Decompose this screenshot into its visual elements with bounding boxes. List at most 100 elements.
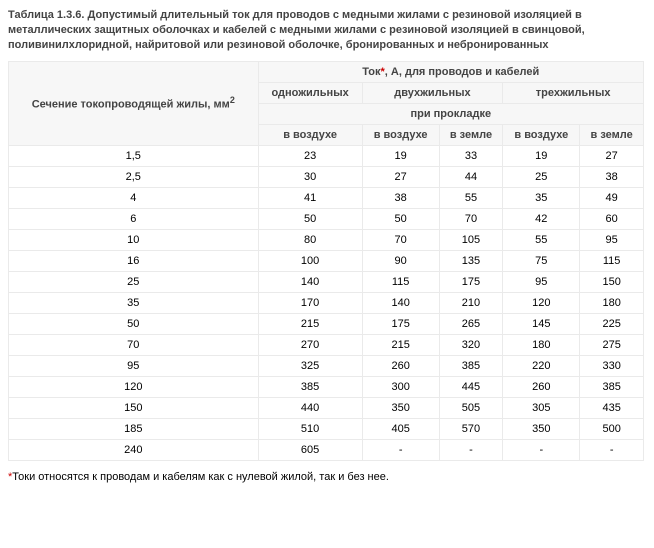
value-cell: 300 bbox=[363, 377, 439, 397]
col-header-d: в воздухе bbox=[503, 125, 579, 145]
col-header-c: в земле bbox=[440, 125, 503, 145]
value-cell: 260 bbox=[363, 356, 439, 376]
value-cell: 38 bbox=[363, 188, 439, 208]
value-cell: 19 bbox=[503, 146, 579, 166]
table-row: 1,52319331927 bbox=[9, 146, 643, 166]
table-row: 50215175265145225 bbox=[9, 314, 643, 334]
value-cell: 215 bbox=[363, 335, 439, 355]
value-cell: - bbox=[580, 440, 643, 460]
footnote: *Токи относятся к проводам и кабелям как… bbox=[8, 471, 646, 483]
cross-section-cell: 10 bbox=[9, 230, 258, 250]
value-cell: 510 bbox=[259, 419, 362, 439]
value-cell: 570 bbox=[440, 419, 503, 439]
value-cell: 305 bbox=[503, 398, 579, 418]
value-cell: 505 bbox=[440, 398, 503, 418]
value-cell: 445 bbox=[440, 377, 503, 397]
value-cell: 50 bbox=[259, 209, 362, 229]
value-cell: 405 bbox=[363, 419, 439, 439]
cross-section-cell: 95 bbox=[9, 356, 258, 376]
value-cell: 75 bbox=[503, 251, 579, 271]
value-cell: 275 bbox=[580, 335, 643, 355]
value-cell: 70 bbox=[440, 209, 503, 229]
value-cell: 385 bbox=[259, 377, 362, 397]
value-cell: 100 bbox=[259, 251, 362, 271]
table-row: 2514011517595150 bbox=[9, 272, 643, 292]
value-cell: - bbox=[363, 440, 439, 460]
value-cell: 105 bbox=[440, 230, 503, 250]
value-cell: 270 bbox=[259, 335, 362, 355]
value-cell: 115 bbox=[580, 251, 643, 271]
value-cell: 115 bbox=[363, 272, 439, 292]
value-cell: 135 bbox=[440, 251, 503, 271]
value-cell: 500 bbox=[580, 419, 643, 439]
title-prefix: Таблица 1.3.6. bbox=[8, 9, 87, 21]
value-cell: 19 bbox=[363, 146, 439, 166]
value-cell: - bbox=[440, 440, 503, 460]
value-cell: 320 bbox=[440, 335, 503, 355]
value-cell: 350 bbox=[503, 419, 579, 439]
table-row: 1080701055595 bbox=[9, 230, 643, 250]
footnote-text: Токи относятся к проводам и кабелям как … bbox=[12, 471, 389, 483]
value-cell: 38 bbox=[580, 167, 643, 187]
value-cell: 145 bbox=[503, 314, 579, 334]
cross-section-cell: 25 bbox=[9, 272, 258, 292]
cross-section-cell: 2,5 bbox=[9, 167, 258, 187]
table-row: 120385300445260385 bbox=[9, 377, 643, 397]
value-cell: 55 bbox=[440, 188, 503, 208]
value-cell: - bbox=[503, 440, 579, 460]
value-cell: 50 bbox=[363, 209, 439, 229]
value-cell: 35 bbox=[503, 188, 579, 208]
top-header-prefix: Ток bbox=[362, 66, 380, 78]
table-title: Таблица 1.3.6. Допустимый длительный ток… bbox=[8, 8, 646, 53]
value-cell: 385 bbox=[440, 356, 503, 376]
table-row: 95325260385220330 bbox=[9, 356, 643, 376]
value-cell: 440 bbox=[259, 398, 362, 418]
value-cell: 95 bbox=[580, 230, 643, 250]
value-cell: 25 bbox=[503, 167, 579, 187]
value-cell: 80 bbox=[259, 230, 362, 250]
table-row: 65050704260 bbox=[9, 209, 643, 229]
table-body: 1,523193319272,5302744253844138553549650… bbox=[9, 146, 643, 460]
value-cell: 120 bbox=[503, 293, 579, 313]
value-cell: 140 bbox=[259, 272, 362, 292]
value-cell: 225 bbox=[580, 314, 643, 334]
table-row: 2,53027442538 bbox=[9, 167, 643, 187]
value-cell: 150 bbox=[580, 272, 643, 292]
cross-section-cell: 185 bbox=[9, 419, 258, 439]
cross-section-cell: 120 bbox=[9, 377, 258, 397]
group-header-2: двухжильных bbox=[363, 83, 503, 103]
value-cell: 140 bbox=[363, 293, 439, 313]
data-table: Сечение токопроводящей жилы, мм2 Ток*, А… bbox=[8, 61, 644, 461]
value-cell: 170 bbox=[259, 293, 362, 313]
cross-section-cell: 4 bbox=[9, 188, 258, 208]
value-cell: 44 bbox=[440, 167, 503, 187]
row-header-text: Сечение токопроводящей жилы, мм bbox=[32, 99, 230, 111]
col-header-a: в воздухе bbox=[259, 125, 362, 145]
value-cell: 175 bbox=[440, 272, 503, 292]
value-cell: 27 bbox=[580, 146, 643, 166]
value-cell: 175 bbox=[363, 314, 439, 334]
value-cell: 70 bbox=[363, 230, 439, 250]
value-cell: 49 bbox=[580, 188, 643, 208]
table-row: 35170140210120180 bbox=[9, 293, 643, 313]
cross-section-cell: 1,5 bbox=[9, 146, 258, 166]
table-row: 70270215320180275 bbox=[9, 335, 643, 355]
col-header-b: в воздухе bbox=[363, 125, 439, 145]
value-cell: 265 bbox=[440, 314, 503, 334]
value-cell: 210 bbox=[440, 293, 503, 313]
value-cell: 95 bbox=[503, 272, 579, 292]
cross-section-cell: 70 bbox=[9, 335, 258, 355]
top-header: Ток*, А, для проводов и кабелей bbox=[259, 62, 643, 82]
value-cell: 33 bbox=[440, 146, 503, 166]
table-row: 150440350505305435 bbox=[9, 398, 643, 418]
value-cell: 60 bbox=[580, 209, 643, 229]
cross-section-cell: 50 bbox=[9, 314, 258, 334]
cross-section-cell: 35 bbox=[9, 293, 258, 313]
value-cell: 260 bbox=[503, 377, 579, 397]
table-row: 44138553549 bbox=[9, 188, 643, 208]
col-header-e: в земле bbox=[580, 125, 643, 145]
value-cell: 90 bbox=[363, 251, 439, 271]
group-header-3: трехжильных bbox=[503, 83, 643, 103]
value-cell: 55 bbox=[503, 230, 579, 250]
value-cell: 435 bbox=[580, 398, 643, 418]
